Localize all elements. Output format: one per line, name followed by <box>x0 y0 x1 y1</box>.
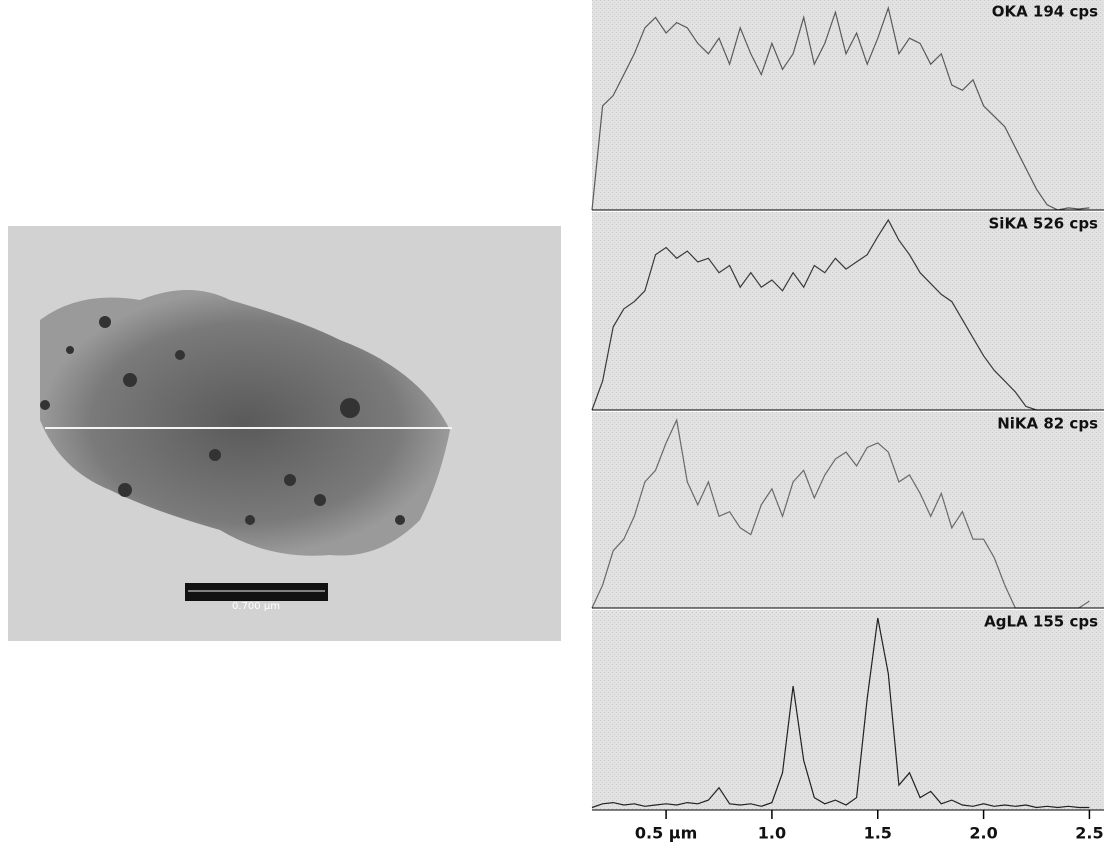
profile-line <box>591 617 1090 809</box>
x-tick-label: 0.5 µm <box>635 824 697 843</box>
x-tick-label: 1.5 <box>864 824 892 843</box>
profile-line <box>591 5 1090 211</box>
x-tick-label: 2.5 <box>1075 824 1103 843</box>
x-tick-label: 2.0 <box>969 824 997 843</box>
panel-title: OKA 194 cps <box>992 3 1098 21</box>
particle <box>40 290 450 556</box>
scale-label: 0.700 µm <box>232 601 280 612</box>
panel-background <box>592 212 1104 410</box>
panel-title: SiKA 526 cps <box>989 215 1099 233</box>
profile-line <box>591 218 1090 411</box>
panel-background <box>592 0 1104 210</box>
x-tick-label: 1.0 <box>758 824 786 843</box>
particle-spots <box>40 316 405 525</box>
panel-background <box>592 412 1104 608</box>
profile-line <box>591 417 1090 609</box>
panel-title: AgLA 155 cps <box>984 613 1098 631</box>
panel-title: NiKA 82 cps <box>997 415 1098 433</box>
micrograph: 0.700 µm <box>8 226 561 641</box>
panel-background <box>592 610 1104 810</box>
scale-bar <box>185 583 328 601</box>
